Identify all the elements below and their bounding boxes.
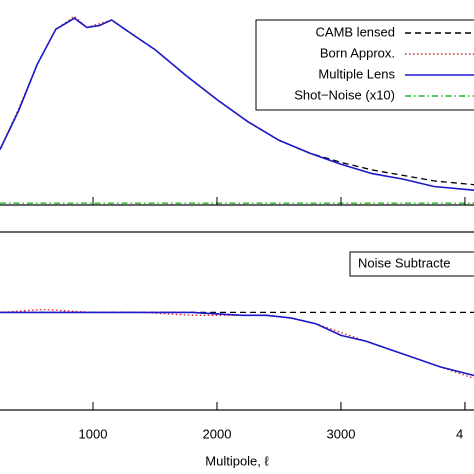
annotation-box xyxy=(349,251,474,277)
legend-label: Shot−Noise (x10) xyxy=(294,87,395,102)
x-tick-label: 3000 xyxy=(327,426,356,441)
bottom-frame xyxy=(0,231,474,411)
legend-label: CAMB lensed xyxy=(316,24,395,39)
legend-box xyxy=(255,19,474,111)
top-frame xyxy=(0,204,474,206)
series-line xyxy=(0,308,474,380)
legend-label: Born Approx. xyxy=(320,45,395,60)
annotation: Noise Subtracte xyxy=(358,255,451,270)
series-line xyxy=(0,17,474,191)
series-line xyxy=(0,311,474,377)
x-tick-label: 4 xyxy=(456,426,463,441)
series-line xyxy=(0,17,474,186)
x-tick-label: 2000 xyxy=(203,426,232,441)
x-axis-label: Multipole, ℓ xyxy=(205,453,269,468)
x-tick-label: 1000 xyxy=(79,426,108,441)
legend-label: Multiple Lens xyxy=(318,66,395,81)
